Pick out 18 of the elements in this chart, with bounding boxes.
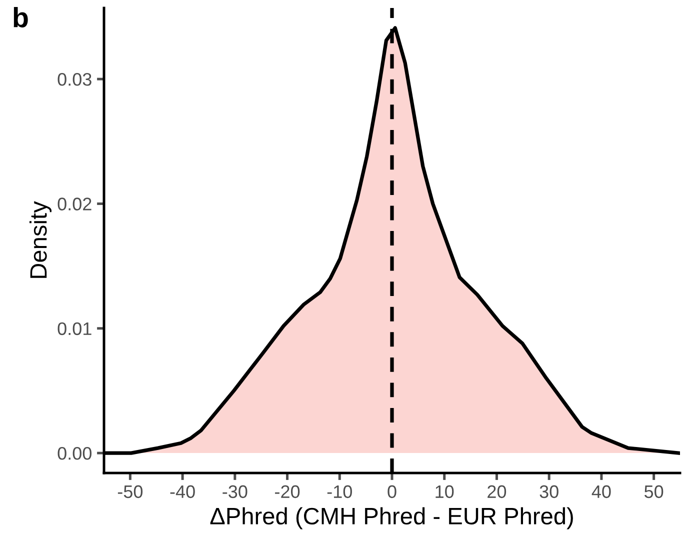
x-tick-label: 30 [540,485,558,498]
chart-title: b [14,7,28,28]
x-tick-label: 50 [644,485,664,498]
x-tick-label: 0 [388,485,396,498]
x-tick-label: 10 [436,485,454,498]
x-tick-label: -50 [118,485,143,498]
x-axis-title: ΔPhred (CMH Phred - EUR Phred) [210,507,573,530]
y-axis-title: Density [29,201,52,278]
x-tick-label: -20 [275,485,300,498]
x-tick-label: -30 [222,485,248,498]
y-tick-label: 0.00 [58,446,92,460]
x-tick-label: 40 [592,485,611,498]
y-tick-label: 0.03 [58,72,92,86]
y-tick-label: 0.02 [58,198,92,210]
x-tick-label: 20 [488,485,506,498]
x-tick-label: -40 [170,485,195,498]
y-tick-label: 0.01 [58,322,92,336]
x-tick-label: -10 [327,485,352,498]
